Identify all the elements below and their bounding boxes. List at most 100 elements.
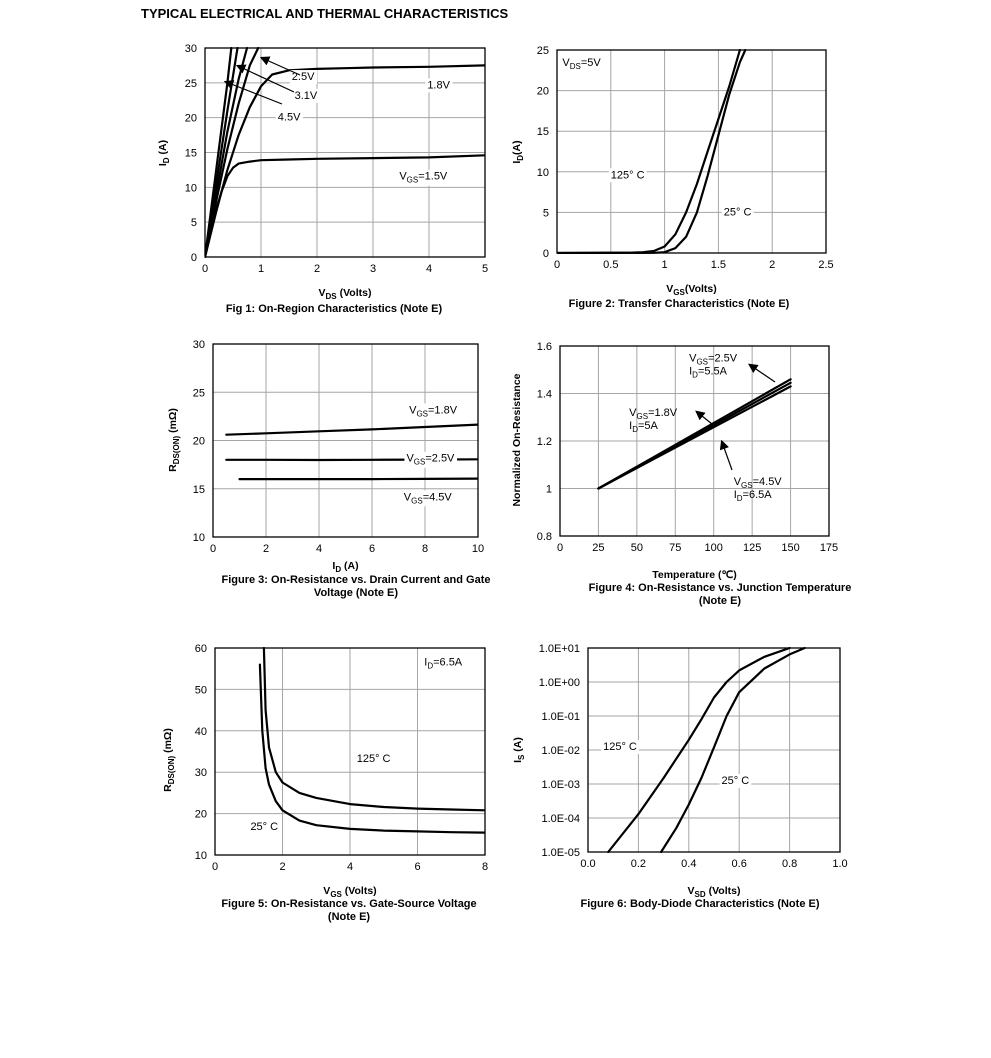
x-tick-label: 1.5 bbox=[711, 259, 726, 271]
series-line-1 bbox=[225, 423, 478, 436]
x-axis-label: VGS(Volts) bbox=[666, 283, 716, 297]
annotation-label: 25° C bbox=[722, 775, 750, 787]
annotation-background bbox=[292, 88, 320, 103]
plot-frame bbox=[204, 47, 486, 258]
annotation-background bbox=[721, 205, 754, 220]
x-tick-label: 2 bbox=[279, 861, 285, 873]
y-tick-label: 60 bbox=[195, 643, 207, 655]
series-line-2 bbox=[659, 647, 806, 853]
figure-caption: Figure 5: On-Resistance vs. Gate-Source … bbox=[221, 898, 476, 910]
annotation-background bbox=[354, 751, 393, 766]
y-tick-label: 25 bbox=[185, 78, 197, 90]
series-line-1 bbox=[557, 49, 742, 254]
y-tick-label: 1.0E-05 bbox=[541, 847, 580, 859]
annotation-label: VDS=5V bbox=[562, 57, 601, 71]
x-tick-label: 0.6 bbox=[732, 858, 747, 870]
figure-caption: (Note E) bbox=[699, 595, 742, 607]
y-tick-label: 25 bbox=[537, 45, 549, 57]
y-tick-label: 40 bbox=[195, 726, 207, 738]
annotation-label: 3.1V bbox=[295, 90, 318, 102]
plot-frame bbox=[556, 49, 827, 254]
x-axis-label: VGS (Volts) bbox=[323, 885, 376, 899]
y-tick-label: 1.0E-01 bbox=[541, 711, 580, 723]
annotation-label: 25° C bbox=[250, 821, 278, 833]
y-axis-label: Normalized On-Resistance bbox=[511, 373, 523, 506]
annotation-label: 125° C bbox=[611, 169, 645, 181]
annotation-label: ID=6.5A bbox=[424, 656, 463, 670]
x-tick-label: 4 bbox=[426, 263, 432, 275]
y-tick-label: 30 bbox=[185, 43, 197, 55]
y-axis-label: ID (A) bbox=[157, 140, 171, 166]
annotation-label: VGS=1.8V bbox=[629, 407, 678, 421]
x-tick-label: 1 bbox=[258, 263, 264, 275]
figure-caption: Figure 2: Transfer Characteristics (Note… bbox=[569, 298, 790, 310]
y-tick-label: 20 bbox=[537, 86, 549, 98]
pointer-arrow bbox=[223, 80, 283, 105]
y-tick-label: 0.8 bbox=[537, 531, 552, 543]
annotation-label: VGS=2.5V bbox=[406, 453, 455, 467]
y-tick-label: 1.0E-04 bbox=[541, 813, 580, 825]
y-tick-label: 1.6 bbox=[537, 341, 552, 353]
annotation-background bbox=[560, 56, 604, 73]
x-tick-label: 10 bbox=[472, 543, 484, 555]
figure-caption: Figure 3: On-Resistance vs. Drain Curren… bbox=[222, 574, 491, 586]
x-tick-label: 0 bbox=[212, 861, 218, 873]
y-tick-label: 5 bbox=[543, 207, 549, 219]
x-tick-label: 3 bbox=[370, 263, 376, 275]
series-line-1 bbox=[262, 647, 485, 812]
y-tick-label: 1 bbox=[546, 484, 552, 496]
x-tick-label: 100 bbox=[705, 542, 723, 554]
annotation-background bbox=[425, 78, 453, 93]
annotation-label: 1.8V bbox=[427, 79, 450, 91]
annotation-background bbox=[397, 169, 450, 186]
fig2-chart: 0 0.5 1 1.5 2 2.5 0 5 10 15 20 25 VDS=5V 125° C 25° C V… bbox=[511, 45, 834, 310]
series-line-1 bbox=[607, 647, 791, 853]
y-tick-label: 15 bbox=[185, 148, 197, 160]
annotation-label: ID=5.5A bbox=[689, 365, 728, 379]
x-tick-label: 0 bbox=[557, 542, 563, 554]
figure-caption: Figure 6: Body-Diode Characteristics (No… bbox=[581, 898, 820, 910]
y-tick-label: 15 bbox=[193, 484, 205, 496]
plot-frame bbox=[559, 345, 830, 537]
y-tick-label: 20 bbox=[185, 113, 197, 125]
x-tick-label: 2 bbox=[263, 543, 269, 555]
fig5-chart: 0 2 4 6 8 10 20 30 40 50 60 ID=6.5A 125° C 25° C VGS (… bbox=[162, 643, 488, 923]
pointer-arrow bbox=[695, 410, 713, 425]
x-tick-label: 8 bbox=[422, 543, 428, 555]
x-tick-label: 4 bbox=[347, 861, 353, 873]
annotation-label: 4.5V bbox=[278, 111, 301, 123]
x-axis-label: VSD (Volts) bbox=[688, 885, 741, 899]
fig3-chart: 0 2 4 6 8 10 10 15 20 25 30 VGS=1.8V VGS=2.5V VGS=4.5… bbox=[167, 339, 490, 599]
y-tick-label: 5 bbox=[191, 217, 197, 229]
x-tick-label: 50 bbox=[631, 542, 643, 554]
figure-caption: Figure 4: On-Resistance vs. Junction Tem… bbox=[589, 582, 852, 594]
y-axis-label: RDS(ON) (mΩ) bbox=[167, 408, 181, 472]
annotation-label: ID=6.5A bbox=[734, 489, 773, 503]
fig1-chart: 0 1 2 3 4 50510152025302.5V3.1V4.5V1.8VVGS=1.… bbox=[157, 43, 488, 315]
series-line-6 bbox=[205, 47, 233, 258]
x-tick-label: 25 bbox=[592, 542, 604, 554]
y-axis-label: ID(A) bbox=[511, 140, 525, 163]
annotation-label: ID=5A bbox=[629, 420, 658, 434]
annotation-label: 125° C bbox=[357, 753, 391, 765]
y-tick-label: 1.0E+01 bbox=[539, 643, 580, 655]
y-tick-label: 1.4 bbox=[537, 389, 552, 401]
x-axis-label: VDS (Volts) bbox=[319, 287, 372, 301]
annotation-background bbox=[719, 774, 752, 788]
fig6-chart: 0.0 0.2 0.4 0.6 0.8 1.0 1.0E-05 1.0E-04 1.0E-03 1… bbox=[512, 643, 848, 910]
y-tick-label: 50 bbox=[195, 684, 207, 696]
x-axis-label: Temperature (℃) bbox=[652, 569, 737, 581]
y-axis-label: IS (A) bbox=[512, 737, 526, 763]
x-tick-label: 0.5 bbox=[603, 259, 618, 271]
series-line-2 bbox=[205, 64, 485, 258]
x-tick-label: 0 bbox=[210, 543, 216, 555]
x-tick-label: 4 bbox=[316, 543, 322, 555]
x-tick-label: 0.4 bbox=[681, 858, 696, 870]
x-tick-label: 75 bbox=[669, 542, 681, 554]
x-tick-label: 6 bbox=[369, 543, 375, 555]
y-axis-label: RDS(ON) (mΩ) bbox=[162, 728, 176, 792]
figure-caption: (Note E) bbox=[328, 911, 371, 923]
annotation-label: VGS=4.5V bbox=[734, 476, 783, 490]
annotation-background bbox=[407, 403, 460, 420]
